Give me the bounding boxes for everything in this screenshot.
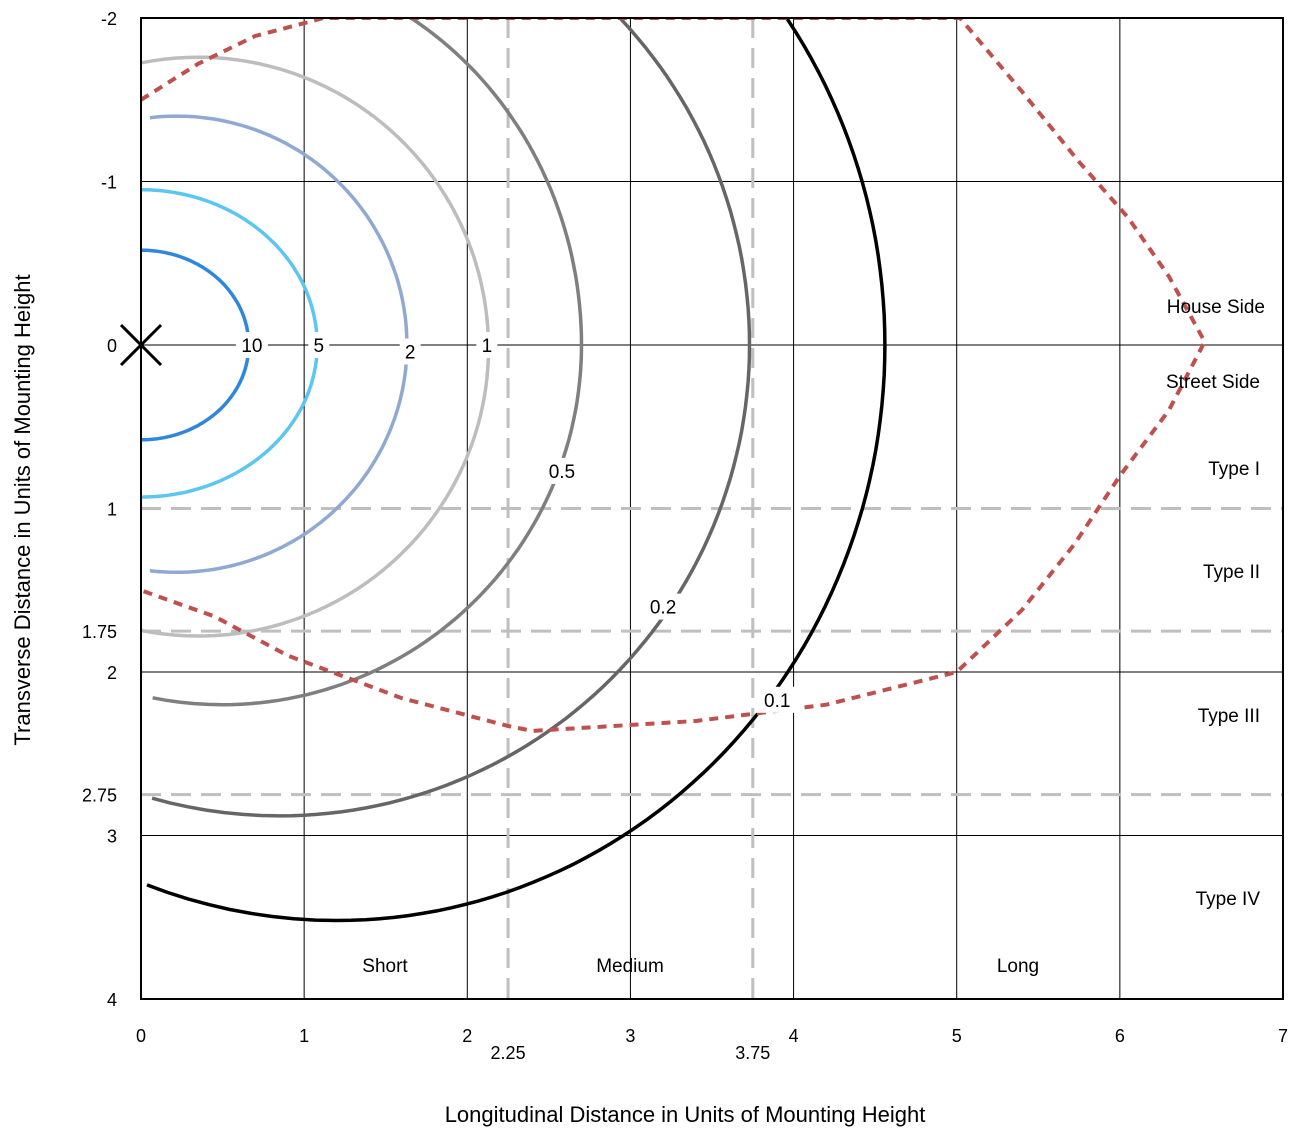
x-tick-label: 5: [952, 1026, 962, 1046]
x-tick-label: 1: [299, 1026, 309, 1046]
x-tick-label: 0: [136, 1026, 146, 1046]
contour-label-bg: [399, 338, 421, 365]
contour-label-1: 1: [482, 336, 493, 357]
contour-line-0-5: [152, 18, 584, 707]
contour-label-bg: [540, 457, 584, 484]
reference-lines: [141, 18, 1283, 999]
y-tick-label: 2.75: [82, 786, 117, 806]
contour-label-bg: [235, 332, 268, 358]
region-label-type-1: Type I: [1208, 459, 1260, 480]
contour-label-bg: [308, 332, 330, 358]
y-tick-label: 4: [107, 990, 117, 1010]
isofootcandle-contours: [141, 18, 887, 923]
y-tick-label: 2: [107, 663, 117, 683]
contour-line-2: [149, 114, 409, 575]
region-label-street-side: Street Side: [1166, 372, 1260, 393]
plot-frame: [140, 17, 1284, 1000]
x-tick-label: 2: [462, 1026, 472, 1046]
contour-label-0-1: 0.1: [764, 691, 790, 712]
region-label-medium: Medium: [596, 956, 664, 977]
x-axis-title: Longitudinal Distance in Units of Mounti…: [445, 1102, 926, 1127]
region-label-long: Long: [997, 956, 1039, 977]
region-label-house-side: House Side: [1167, 297, 1265, 318]
region-label-type-2: Type II: [1203, 562, 1260, 583]
contour-label-10: 10: [241, 336, 262, 357]
contour-line-5: [141, 187, 319, 499]
contour-label-5: 5: [314, 336, 325, 357]
contour-line-0-1: [146, 18, 887, 923]
region-label-short: Short: [362, 956, 408, 977]
y-tick-label: 1.75: [82, 622, 117, 642]
contour-label-0-2: 0.2: [650, 598, 676, 619]
y-tick-label: -1: [101, 173, 117, 193]
contour-label-0-5: 0.5: [549, 462, 575, 483]
y-axis-ticks: -2 -1 0 1 1.75 2 2.75 3 4: [82, 9, 117, 1010]
contour-label-bg: [755, 686, 799, 713]
max-candela-trace: [141, 18, 1207, 733]
region-label-type-4: Type IV: [1196, 889, 1261, 910]
luminaire-marker: [119, 323, 163, 367]
region-label-type-3: Type III: [1198, 706, 1260, 727]
contour-label-bg: [641, 593, 685, 620]
y-axis-title: Transverse Distance in Units of Mounting…: [10, 274, 35, 745]
max-candela-trace-line: [141, 18, 1207, 733]
luminaire-marker-stroke: [119, 323, 163, 367]
contour-label-bg: [476, 332, 498, 358]
x-axis-ticks: 0 1 2 3 4 5 6 7 2.25 3.75: [136, 1026, 1288, 1063]
x-tick-label-extra: 3.75: [735, 1043, 770, 1063]
x-tick-label: 6: [1115, 1026, 1125, 1046]
contour-line-0-2: [151, 18, 752, 818]
x-tick-label: 3: [625, 1026, 635, 1046]
x-tick-label: 7: [1278, 1026, 1288, 1046]
x-tick-label-extra: 2.25: [491, 1043, 526, 1063]
y-tick-label: 0: [107, 336, 117, 356]
x-tick-label: 4: [789, 1026, 799, 1046]
contour-labels: 10 5 2 1 0.5 0.2 0.1: [235, 332, 799, 713]
y-tick-label: -2: [101, 9, 117, 29]
y-tick-label: 1: [107, 500, 117, 520]
y-tick-label: 3: [107, 827, 117, 847]
contour-label-2: 2: [405, 343, 416, 364]
